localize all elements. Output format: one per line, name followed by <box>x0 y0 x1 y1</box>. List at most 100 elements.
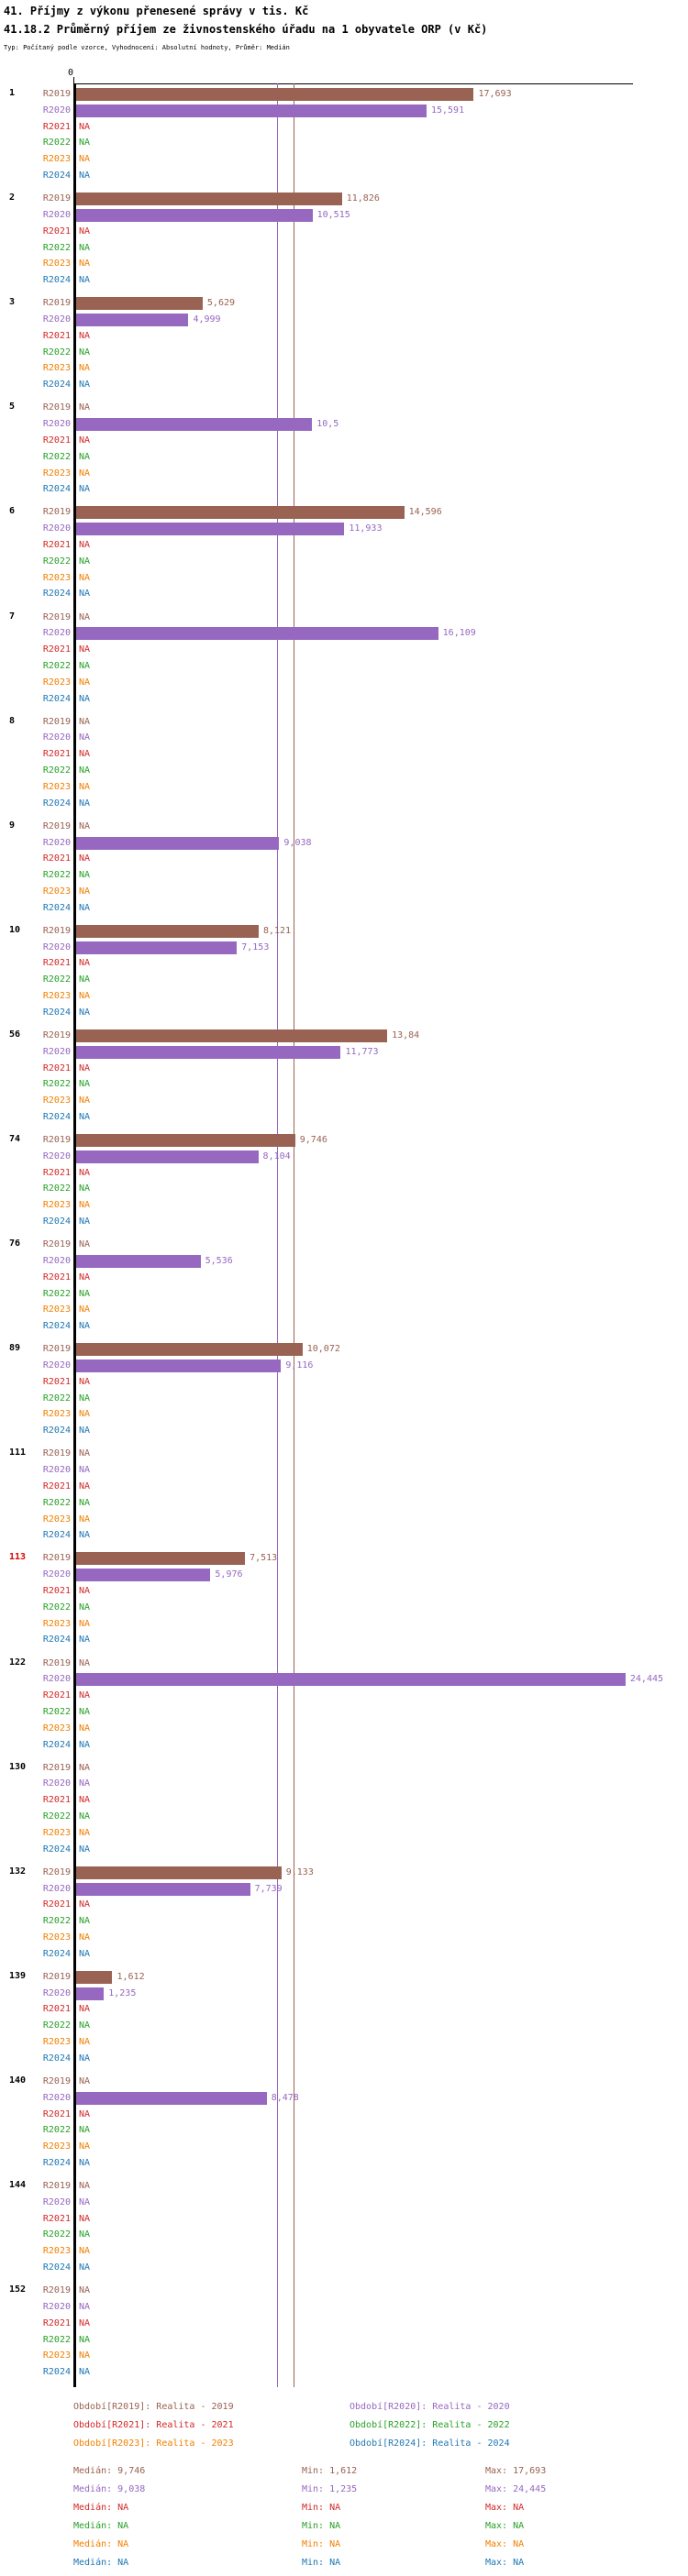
na-label: NA <box>79 435 91 446</box>
group-label-152: 152 <box>9 2284 27 2295</box>
na-label: NA <box>79 1271 91 1282</box>
na-label: NA <box>79 1095 91 1106</box>
na-label: NA <box>79 380 91 391</box>
median-stat-r2020: Medián: 9,038 <box>73 2484 146 2494</box>
na-label: NA <box>79 2301 91 2312</box>
year-label: R2019 <box>42 611 71 622</box>
year-label: R2023 <box>42 781 71 792</box>
year-label: R2022 <box>42 1497 71 1508</box>
na-label: NA <box>79 2196 91 2207</box>
na-label: NA <box>79 347 91 358</box>
year-label: R2022 <box>42 1602 71 1613</box>
year-label: R2023 <box>42 991 71 1001</box>
year-label: R2020 <box>42 1883 71 1894</box>
na-label: NA <box>79 2004 91 2015</box>
year-label: R2023 <box>42 2246 71 2257</box>
bar-74-r2019 <box>76 1134 295 1147</box>
min-stat-r2019: Min: 1,612 <box>302 2466 358 2476</box>
bar-value-label: 8,121 <box>262 925 292 936</box>
na-label: NA <box>79 2157 91 2168</box>
na-label: NA <box>79 1723 91 1734</box>
year-label: R2020 <box>42 628 71 639</box>
page-title: 41. Příjmy z výkonu přenesené správy v t… <box>4 5 309 17</box>
na-label: NA <box>79 1762 91 1773</box>
group-label-140: 140 <box>9 2075 27 2086</box>
year-label: R2019 <box>42 1135 71 1145</box>
na-label: NA <box>79 2141 91 2152</box>
axis-zero-tick <box>73 77 74 83</box>
bar-value-label: 10,072 <box>306 1344 340 1355</box>
bar-122-r2020 <box>76 1673 626 1687</box>
chart-stats: Medián: 9,746 Min: 1,612 Max: 17,693 Medián… <box>0 2462 688 2576</box>
median-stat-r2022: Medián: NA <box>73 2521 129 2531</box>
bar-value-label: 16,109 <box>442 628 476 639</box>
y-axis-line <box>73 83 76 2388</box>
min-stat-r2023: Min: NA <box>302 2539 341 2549</box>
bar-value-label: 15,591 <box>430 105 465 116</box>
year-label: R2022 <box>42 1916 71 1927</box>
year-label: R2021 <box>42 540 71 550</box>
year-label: R2020 <box>42 1255 71 1266</box>
year-label: R2021 <box>42 1271 71 1282</box>
min-stat-r2021: Min: NA <box>302 2503 341 2513</box>
na-label: NA <box>79 1739 91 1750</box>
na-label: NA <box>79 781 91 792</box>
bar-value-label: 7,513 <box>250 1553 278 1564</box>
na-label: NA <box>79 1079 91 1090</box>
year-label: R2021 <box>42 2213 71 2224</box>
year-label: R2023 <box>42 2037 71 2047</box>
group-label-130: 130 <box>9 1761 27 1772</box>
year-label: R2024 <box>42 1111 71 1122</box>
group-label-89: 89 <box>9 1343 21 1354</box>
bar-139-r2019 <box>76 1970 113 1984</box>
year-label: R2022 <box>42 660 71 671</box>
year-label: R2024 <box>42 484 71 495</box>
na-label: NA <box>79 138 91 149</box>
year-label: R2021 <box>42 226 71 237</box>
max-stat-r2022: Max: NA <box>485 2521 525 2531</box>
year-label: R2019 <box>42 925 71 936</box>
year-label: R2023 <box>42 468 71 479</box>
year-label: R2023 <box>42 677 71 688</box>
bar-89-r2019 <box>76 1343 303 1357</box>
bar-value-label: 7,739 <box>254 1883 283 1894</box>
year-label: R2020 <box>42 209 71 220</box>
na-label: NA <box>79 886 91 897</box>
na-label: NA <box>79 2020 91 2031</box>
year-label: R2020 <box>42 732 71 743</box>
year-label: R2024 <box>42 1948 71 1959</box>
na-label: NA <box>79 363 91 374</box>
group-label-56: 56 <box>9 1029 21 1040</box>
na-label: NA <box>79 611 91 622</box>
year-label: R2019 <box>42 507 71 518</box>
max-stat-r2023: Max: NA <box>485 2539 525 2549</box>
bar-value-label: 5,629 <box>206 298 236 309</box>
group-label-139: 139 <box>9 1970 27 1981</box>
year-label: R2023 <box>42 154 71 165</box>
bar-value-label: 24,445 <box>629 1674 664 1685</box>
bar-value-label: 13,84 <box>392 1029 420 1040</box>
year-label: R2019 <box>42 820 71 831</box>
na-label: NA <box>79 1530 91 1541</box>
na-label: NA <box>79 2334 91 2345</box>
bar-6-r2019 <box>76 506 405 520</box>
na-label: NA <box>79 991 91 1001</box>
na-label: NA <box>79 660 91 671</box>
year-label: R2020 <box>42 419 71 430</box>
year-label: R2023 <box>42 886 71 897</box>
year-label: R2019 <box>42 1762 71 1773</box>
na-label: NA <box>79 1827 91 1838</box>
year-label: R2019 <box>42 1029 71 1040</box>
na-label: NA <box>79 1007 91 1018</box>
year-label: R2020 <box>42 1465 71 1476</box>
year-label: R2019 <box>42 2181 71 2191</box>
year-label: R2023 <box>42 1827 71 1838</box>
year-label: R2023 <box>42 1409 71 1420</box>
year-label: R2021 <box>42 853 71 864</box>
bar-value-label: 7,153 <box>241 941 270 952</box>
year-label: R2019 <box>42 402 71 413</box>
year-label: R2023 <box>42 2350 71 2361</box>
year-label: R2024 <box>42 1007 71 1018</box>
na-label: NA <box>79 2108 91 2119</box>
na-label: NA <box>79 572 91 583</box>
